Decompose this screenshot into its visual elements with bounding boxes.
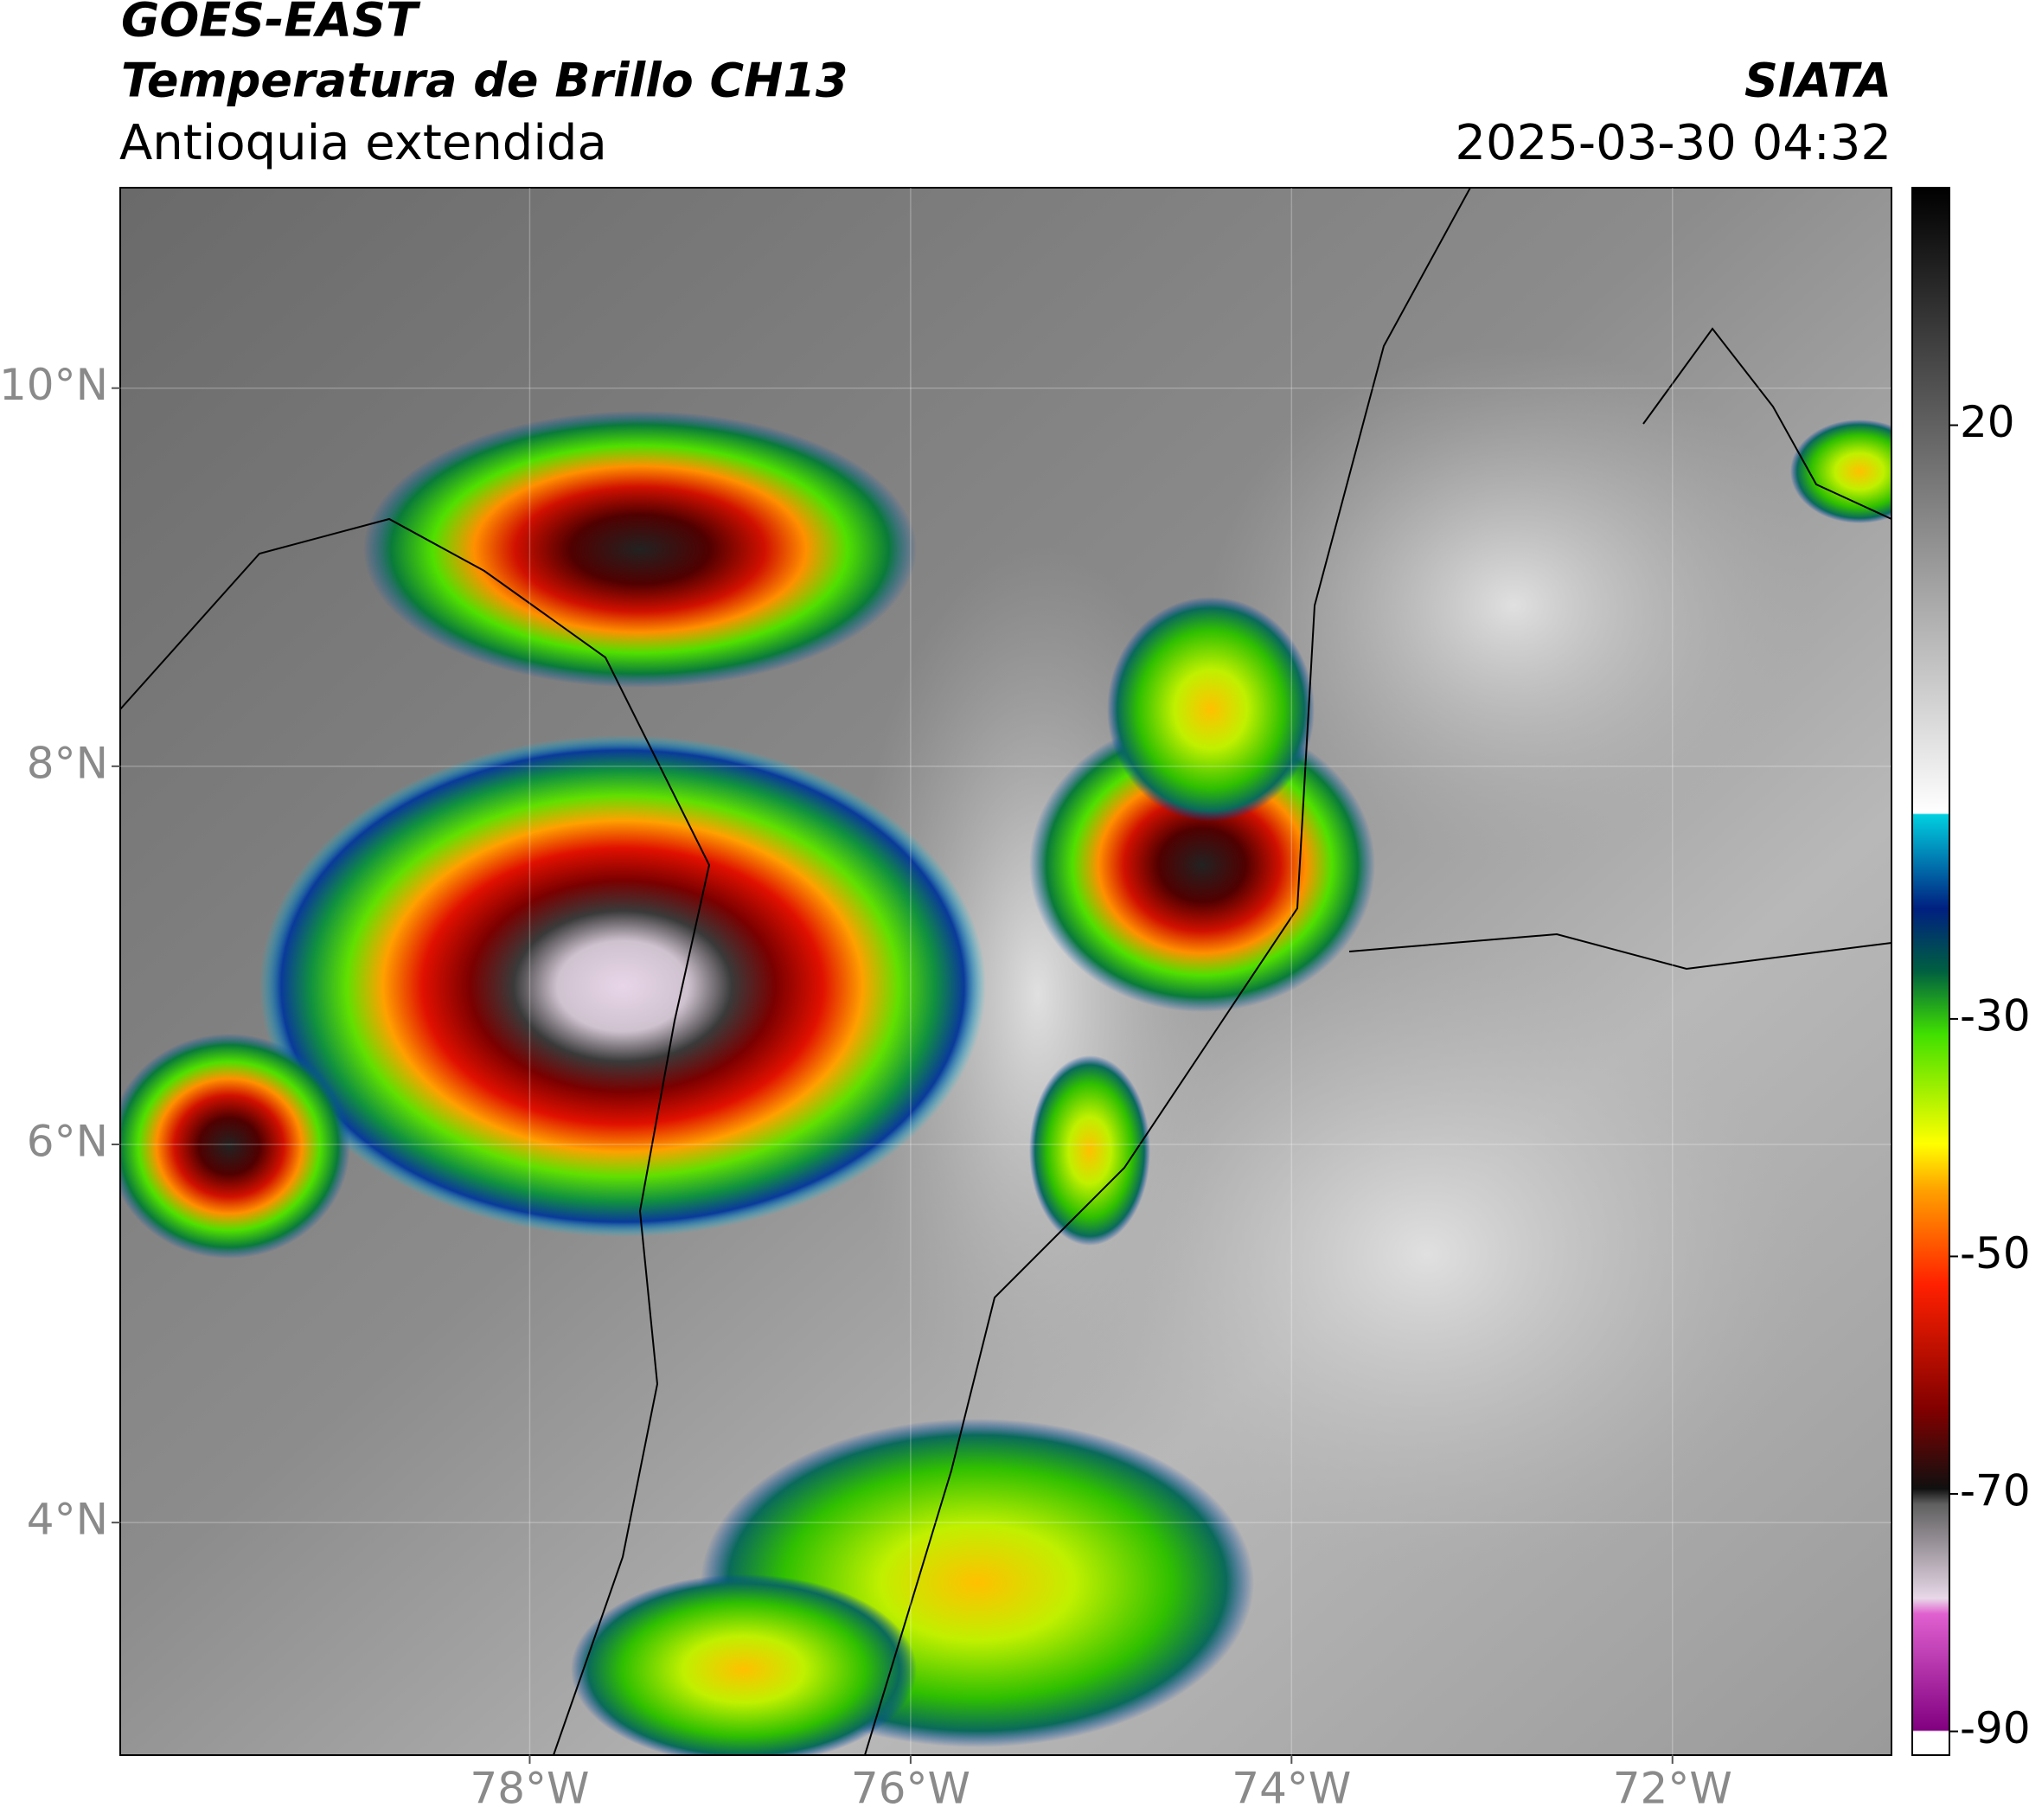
map-frame xyxy=(119,187,1892,1756)
storm-cell xyxy=(120,1034,350,1259)
x-tick-label: 72°W xyxy=(1613,1764,1732,1814)
coastline xyxy=(120,517,711,1755)
colorbar-tick-label: -30 xyxy=(1960,990,2029,1041)
x-tick-label: 74°W xyxy=(1232,1764,1351,1814)
storm-cell xyxy=(1029,718,1375,1012)
colorbar-tick-label: -90 xyxy=(1960,1703,2029,1753)
storm-cell xyxy=(1107,597,1315,822)
border xyxy=(864,188,1471,1755)
colorbar-tick-label: 20 xyxy=(1960,397,2015,447)
storm-cell xyxy=(571,1574,917,1755)
x-tick-label: 76°W xyxy=(851,1764,970,1814)
colorbar xyxy=(1911,187,1950,1756)
coastline xyxy=(1642,327,1891,520)
storm-cell xyxy=(1029,1055,1150,1246)
title: GOES-EAST xyxy=(121,0,421,48)
storm-cell xyxy=(363,411,917,688)
storm-cell xyxy=(1790,420,1891,523)
x-tick-label: 78°W xyxy=(470,1764,589,1814)
cloud xyxy=(1038,926,1816,1583)
y-tick-label: 8°N xyxy=(27,738,108,788)
datetime: 2025-03-30 04:32 xyxy=(1455,115,1891,171)
storm-cell xyxy=(259,735,986,1237)
colorbar-tick-label: -50 xyxy=(1960,1228,2029,1278)
y-tick-label: 10°N xyxy=(0,360,108,410)
colorbar-tick-label: -70 xyxy=(1960,1466,2029,1516)
source: SIATA xyxy=(1744,54,1891,108)
y-tick-label: 4°N xyxy=(27,1495,108,1545)
cloud xyxy=(1211,346,1816,865)
satellite-image xyxy=(120,188,1891,1755)
border xyxy=(1348,932,1891,971)
subtitle: Temperatura de Brillo CH13 xyxy=(121,54,848,108)
y-tick-label: 6°N xyxy=(27,1116,108,1166)
region: Antioquia extendida xyxy=(119,115,607,171)
